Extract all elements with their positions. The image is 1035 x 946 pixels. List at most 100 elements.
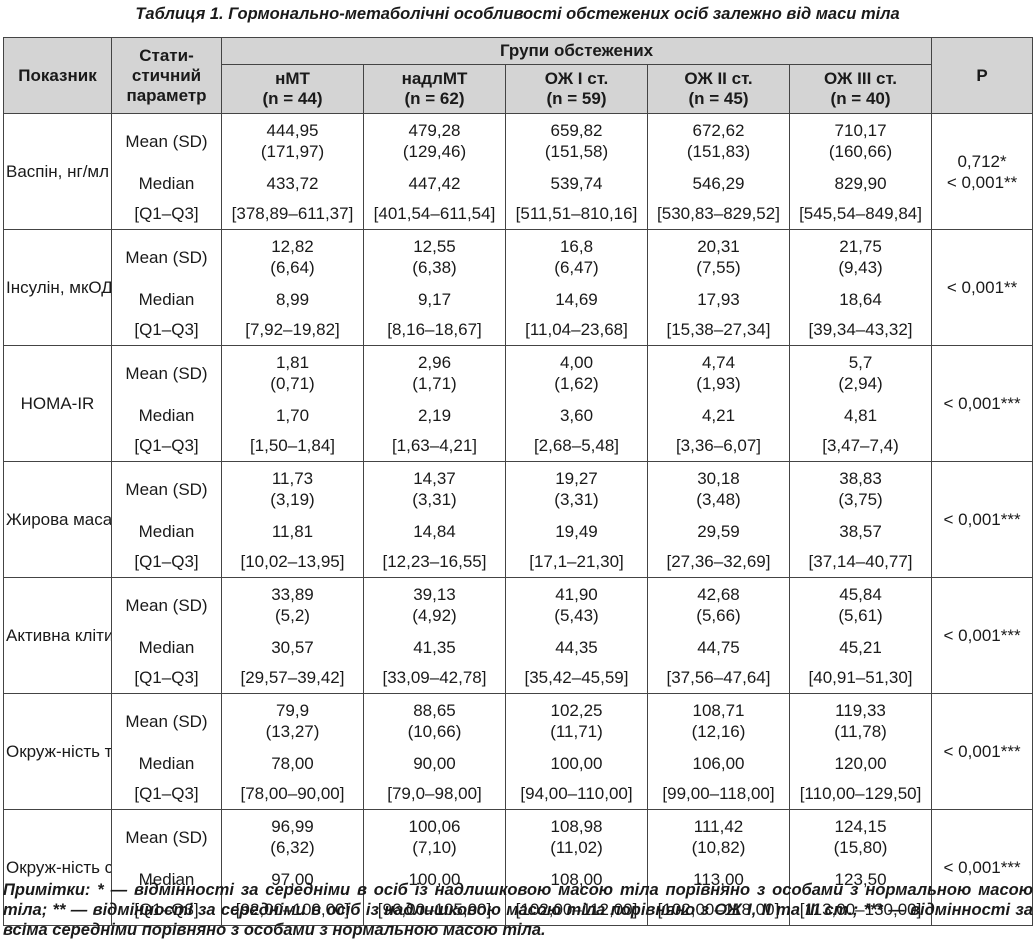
table-row: Median 8,99 9,17 14,69 17,93 18,64 xyxy=(4,284,1033,315)
table-row: [Q1–Q3] [1,50–1,84] [1,63–4,21] [2,68–5,48]… xyxy=(4,431,1033,462)
mean-sd-cell: 710,17 (160,66) xyxy=(788,113,933,168)
quartiles-cell: [7,92–19,82] xyxy=(221,315,364,346)
quartiles-cell: [545,54–849,84] xyxy=(788,199,933,230)
quartiles-cell: [17,1–21,30] xyxy=(505,547,648,578)
median-cell: 11,81 xyxy=(221,516,364,547)
median-cell: 106,00 xyxy=(647,748,790,779)
header-group-4: ОЖ ІІІ ст. (n = 40) xyxy=(788,64,933,114)
median-cell: 4,21 xyxy=(647,400,790,431)
mean-sd-cell: 14,37 (3,31) xyxy=(363,461,506,516)
mean-sd-cell: 45,84 (5,61) xyxy=(788,577,933,632)
mean-sd-cell: 100,06 (7,10) xyxy=(363,809,506,864)
mean-sd-cell: 108,98 (11,02) xyxy=(505,809,648,864)
median-cell: 100,00 xyxy=(505,748,648,779)
mean-sd-cell: 102,25 (11,71) xyxy=(505,693,648,748)
median-cell: 29,59 xyxy=(647,516,790,547)
median-cell: 19,49 xyxy=(505,516,648,547)
median-cell: 44,75 xyxy=(647,632,790,663)
median-cell: 123,50 xyxy=(788,864,933,895)
p-value-cell: < 0,001*** xyxy=(931,577,1034,694)
mean-sd-cell: 5,7 (2,94) xyxy=(788,345,933,400)
header-group-1: надлМТ (n = 62) xyxy=(363,64,506,114)
stat-label-mean: Mean (SD) xyxy=(111,577,222,632)
indicator-cell: Активна клітинна маса, кг xyxy=(3,577,112,694)
table-row: [Q1–Q3] [7,92–19,82] [8,16–18,67] [11,04–23… xyxy=(4,315,1033,346)
p-value-cell: < 0,001*** xyxy=(931,461,1034,578)
quartiles-cell: [2,68–5,48] xyxy=(505,431,648,462)
mean-sd-cell: 30,18 (3,48) xyxy=(647,461,790,516)
median-cell: 9,17 xyxy=(363,284,506,315)
stat-label-quartiles: [Q1–Q3] xyxy=(111,547,222,578)
median-cell: 90,00 xyxy=(363,748,506,779)
table-row: Окруж-ність талії, смMean (SD)79,9(13,27… xyxy=(3,693,1034,810)
median-cell: 433,72 xyxy=(221,168,364,199)
median-cell: 18,64 xyxy=(788,284,933,315)
median-cell: 829,90 xyxy=(788,168,933,199)
median-cell: 14,84 xyxy=(363,516,506,547)
table-row: Median 97,00 100,00 108,00 113,00 123,50 xyxy=(4,864,1033,895)
quartiles-cell: [29,57–39,42] xyxy=(221,663,364,694)
mean-sd-cell: 38,83 (3,75) xyxy=(788,461,933,516)
quartiles-cell: [35,42–45,59] xyxy=(505,663,648,694)
mean-sd-cell: 659,82 (151,58) xyxy=(505,113,648,168)
quartiles-cell: [3,36–6,07] xyxy=(647,431,790,462)
quartiles-cell: [96,00–105,00] xyxy=(363,895,506,926)
mean-sd-cell: 39,13 (4,92) xyxy=(363,577,506,632)
median-cell: 44,35 xyxy=(505,632,648,663)
mean-sd-cell: 444,95 (171,97) xyxy=(221,113,364,168)
median-cell: 120,00 xyxy=(788,748,933,779)
median-cell: 17,93 xyxy=(647,284,790,315)
table-row: Окруж-ність стегон, смMean (SD)96,99(6,3… xyxy=(3,809,1034,926)
median-cell: 78,00 xyxy=(221,748,364,779)
header-indicator: Показник xyxy=(3,37,112,114)
stat-label-mean: Mean (SD) xyxy=(111,113,222,168)
median-cell: 447,42 xyxy=(363,168,506,199)
mean-sd-cell: 119,33 (11,78) xyxy=(788,693,933,748)
quartiles-cell: [110,00–129,50] xyxy=(788,779,933,810)
table-row: Median 1,70 2,19 3,60 4,21 4,81 xyxy=(4,400,1033,431)
median-cell: 539,74 xyxy=(505,168,648,199)
stat-label-median: Median xyxy=(111,284,222,315)
mean-sd-cell: 96,99 (6,32) xyxy=(221,809,364,864)
quartiles-cell: [113,00–130,00] xyxy=(788,895,933,926)
mean-sd-cell: 16,8 (6,47) xyxy=(505,229,648,284)
mean-sd-cell: 672,62 (151,83) xyxy=(647,113,790,168)
indicator-cell: Окруж-ність талії, см xyxy=(3,693,112,810)
header-group-2: ОЖ І ст. (n = 59) xyxy=(505,64,648,114)
mean-sd-cell: 19,27 (3,31) xyxy=(505,461,648,516)
median-cell: 38,57 xyxy=(788,516,933,547)
stat-label-median: Median xyxy=(111,516,222,547)
median-cell: 1,70 xyxy=(221,400,364,431)
stat-label-quartiles: [Q1–Q3] xyxy=(111,315,222,346)
stat-label-median: Median xyxy=(111,748,222,779)
table-row: [Q1–Q3] [29,57–39,42] [33,09–42,78] [35,42–… xyxy=(4,663,1033,694)
table-row: Васпін, нг/мл Mean (SD) 444,95 (171,97) 479,… xyxy=(3,113,1034,230)
indicator-cell: HOMA-IR xyxy=(3,345,112,462)
table-row: [Q1–Q3] [378,89–611,37] [401,54–611,54] [51… xyxy=(4,199,1033,230)
indicator-cell: Окруж-ність стегон, см xyxy=(3,809,112,926)
mean-sd-cell: 42,68 (5,66) xyxy=(647,577,790,632)
mean-sd-cell: 20,31 (7,55) xyxy=(647,229,790,284)
mean-sd-cell: 479,28 (129,46) xyxy=(363,113,506,168)
table-row: Median 78,00 90,00 100,00 106,00 120,00 xyxy=(4,748,1033,779)
stat-label-mean: Mean (SD) xyxy=(111,809,222,864)
quartiles-cell: [39,34–43,32] xyxy=(788,315,933,346)
p-value-cell: < 0,001*** xyxy=(931,693,1034,810)
header-groups: Групи обстежених xyxy=(220,37,933,65)
header-group-0: нМТ (n = 44) xyxy=(221,64,364,114)
stat-label-mean: Mean (SD) xyxy=(111,693,222,748)
indicator-cell: Васпін, нг/мл xyxy=(3,113,112,230)
stat-label-median: Median xyxy=(111,632,222,663)
table-row: Median 433,72 447,42 539,74 546,29 829,90 xyxy=(4,168,1033,199)
stat-label-quartiles: [Q1–Q3] xyxy=(111,431,222,462)
median-cell: 3,60 xyxy=(505,400,648,431)
median-cell: 113,00 xyxy=(647,864,790,895)
median-cell: 2,19 xyxy=(363,400,506,431)
quartiles-cell: [378,89–611,37] xyxy=(221,199,364,230)
table-row: Активна клітинна маса, кгMean (SD)33,89(… xyxy=(3,577,1034,694)
quartiles-cell: [10,02–13,95] xyxy=(221,547,364,578)
stat-label-quartiles: [Q1–Q3] xyxy=(111,663,222,694)
quartiles-cell: [15,38–27,34] xyxy=(647,315,790,346)
mean-sd-cell: 79,9 (13,27) xyxy=(221,693,364,748)
